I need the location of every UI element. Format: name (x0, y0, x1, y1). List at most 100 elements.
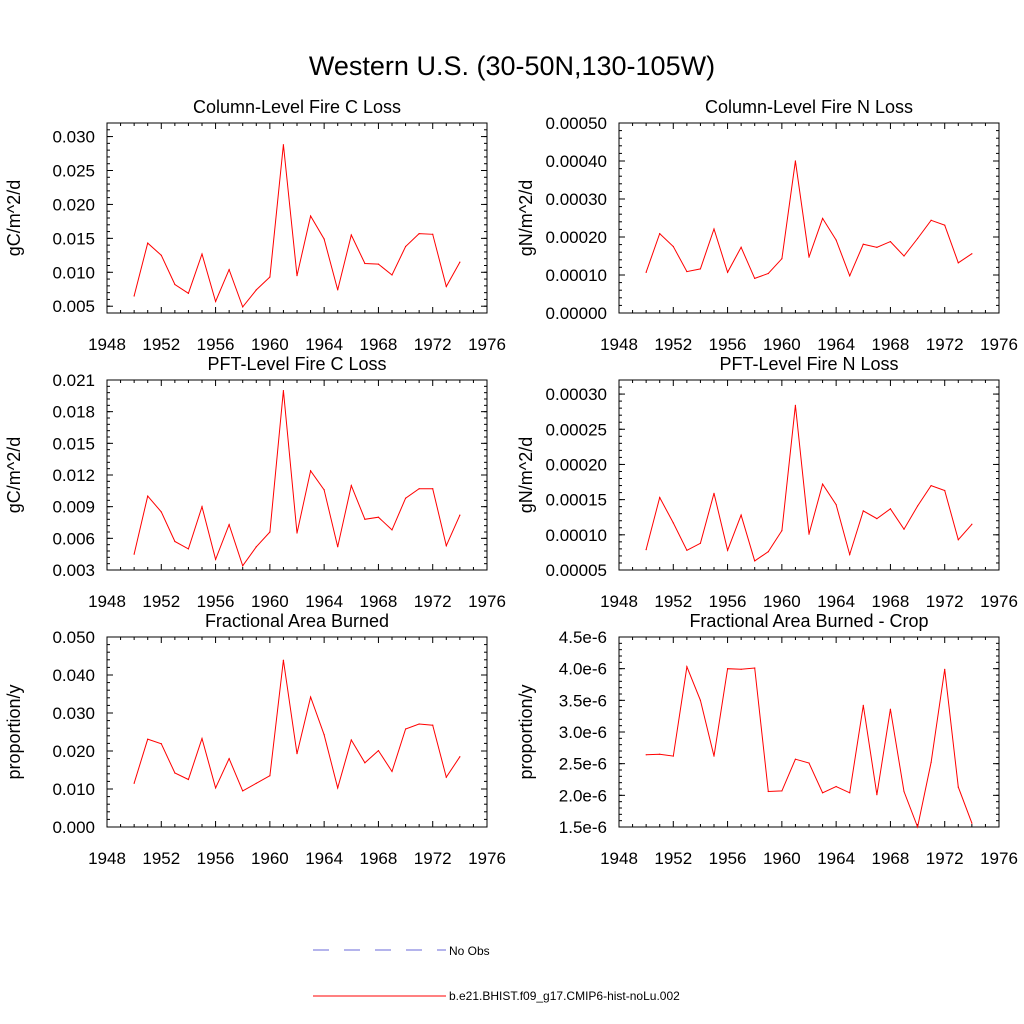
data-point (944, 668, 946, 670)
legend-label-no-obs: No Obs (449, 944, 490, 958)
data-point (459, 514, 461, 516)
data-point (445, 545, 447, 547)
y-axis-label: gN/m^2/d (516, 437, 536, 513)
x-tick-label: 1948 (600, 849, 638, 868)
x-tick-label: 1972 (414, 592, 452, 611)
data-point (282, 389, 285, 392)
data-point (835, 239, 837, 241)
data-point (228, 268, 230, 271)
data-point (255, 546, 257, 548)
data-point (269, 531, 271, 533)
data-point (767, 272, 769, 275)
x-tick-label: 1972 (414, 335, 452, 354)
panel-title: Column-Level Fire N Loss (705, 97, 913, 117)
data-point (754, 667, 756, 669)
data-point (645, 754, 647, 756)
data-point (659, 232, 661, 235)
y-tick-label: 0.00040 (546, 152, 607, 171)
data-point (377, 750, 380, 752)
data-point (432, 724, 434, 726)
data-point (726, 549, 729, 551)
data-point (740, 514, 742, 516)
x-tick-label: 1952 (654, 335, 692, 354)
x-tick-label: 1956 (709, 335, 747, 354)
data-point (364, 518, 366, 520)
x-tick-label: 1952 (654, 849, 692, 868)
data-point (214, 300, 217, 303)
data-point (242, 790, 244, 792)
data-point (282, 659, 285, 661)
data-point (228, 524, 230, 526)
data-point (404, 245, 407, 248)
data-point (713, 492, 715, 494)
data-point (808, 533, 810, 535)
y-tick-label: 0.00010 (546, 526, 607, 545)
data-point (754, 277, 756, 280)
x-tick-label: 1960 (763, 592, 801, 611)
x-tick-label: 1964 (817, 849, 855, 868)
y-axis-label: gC/m^2/d (4, 180, 24, 256)
panels: Column-Level Fire C Loss gC/m^2/d 1948 1952… (4, 97, 1018, 868)
data-point (391, 529, 393, 531)
data-point (781, 790, 783, 792)
y-tick-label: 0.015 (52, 229, 95, 248)
data-point (337, 546, 339, 548)
data-point (781, 529, 783, 532)
data-point (133, 295, 135, 297)
data-point (713, 228, 715, 230)
x-tick-label: 1968 (872, 335, 910, 354)
data-point (404, 497, 407, 499)
data-point (187, 548, 190, 550)
x-tick-label: 1972 (926, 849, 964, 868)
y-axis-label: gC/m^2/d (4, 437, 24, 513)
x-tick-label: 1976 (980, 592, 1018, 611)
data-point (889, 708, 892, 710)
data-point (364, 762, 366, 764)
y-tick-label: 0.020 (52, 742, 95, 761)
data-point (174, 283, 176, 286)
figure-title: Western U.S. (30-50N,130-105W) (309, 51, 715, 81)
data-point (337, 787, 339, 789)
y-tick-label: 4.0e-6 (559, 660, 607, 679)
y-tick-label: 0.00025 (546, 420, 607, 439)
data-point (242, 565, 244, 567)
x-tick-label: 1964 (305, 335, 343, 354)
data-point (296, 753, 298, 755)
panel-5: Fractional Area Burned proportion/y 1948 19… (4, 611, 506, 868)
y-tick-label: 0.040 (52, 666, 95, 685)
data-point (713, 755, 715, 757)
y-tick-label: 0.00010 (546, 266, 607, 285)
data-point (282, 144, 285, 146)
x-tick-label: 1956 (197, 592, 235, 611)
data-point (160, 511, 162, 513)
panel-title: Fractional Area Burned - Crop (689, 611, 928, 631)
data-point (849, 792, 851, 794)
x-tick-label: 1948 (600, 335, 638, 354)
x-tick-label: 1976 (980, 335, 1018, 354)
data-point (916, 826, 919, 828)
data-point (971, 523, 973, 525)
legend-label-model: b.e21.BHIST.f09_g17.CMIP6-hist-noLu.002 (449, 989, 680, 1003)
x-tick-label: 1964 (817, 335, 855, 354)
x-tick-label: 1960 (251, 335, 289, 354)
data-point (364, 262, 366, 265)
data-point (849, 553, 851, 556)
data-point (133, 553, 135, 555)
y-tick-label: 0.00000 (546, 304, 607, 323)
data-point (201, 506, 203, 508)
data-point (160, 743, 162, 745)
y-tick-label: 0.003 (52, 561, 95, 580)
x-tick-label: 1952 (654, 592, 692, 611)
data-point (686, 270, 688, 273)
panel-title: PFT-Level Fire C Loss (207, 354, 386, 374)
data-point (445, 285, 447, 288)
data-point (889, 508, 892, 510)
data-point (214, 787, 217, 789)
data-point (821, 483, 824, 485)
data-point (849, 275, 851, 277)
y-tick-label: 0.00030 (546, 385, 607, 404)
data-point (377, 516, 380, 518)
data-point (323, 489, 325, 491)
